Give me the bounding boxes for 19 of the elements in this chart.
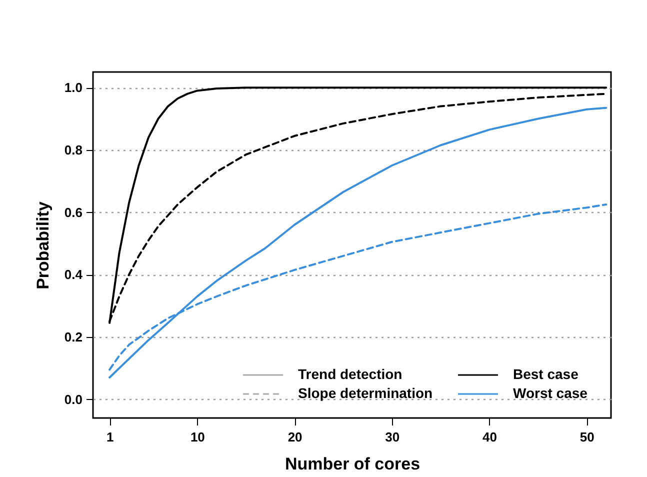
x-tick-label: 30 [385, 430, 400, 444]
x-tick-label: 20 [288, 430, 302, 444]
x-tick-label: 50 [580, 430, 594, 444]
line-series [108, 106, 608, 378]
y-tick-label: 0.8 [64, 142, 82, 158]
x-tick-label: 10 [190, 430, 205, 444]
y-tick-label: 0.0 [64, 392, 82, 407]
legend-label: Worst case [513, 385, 588, 401]
x-tick-label: 40 [482, 430, 498, 444]
legend-label: Best case [513, 366, 579, 382]
annotation: Slope determination [298, 385, 433, 401]
y-tick-label: 0.2 [64, 329, 82, 344]
y-tick-label: 0.4 [64, 267, 84, 282]
y-tick-label: 1.0 [64, 80, 82, 96]
x-axis-title: Number of cores [284, 454, 420, 474]
annotation: Trend detection [298, 366, 402, 382]
y-axis-title: Probability [33, 201, 52, 290]
x-tick-label: 1 [106, 430, 114, 444]
y-tick-label: 0.6 [64, 204, 82, 220]
